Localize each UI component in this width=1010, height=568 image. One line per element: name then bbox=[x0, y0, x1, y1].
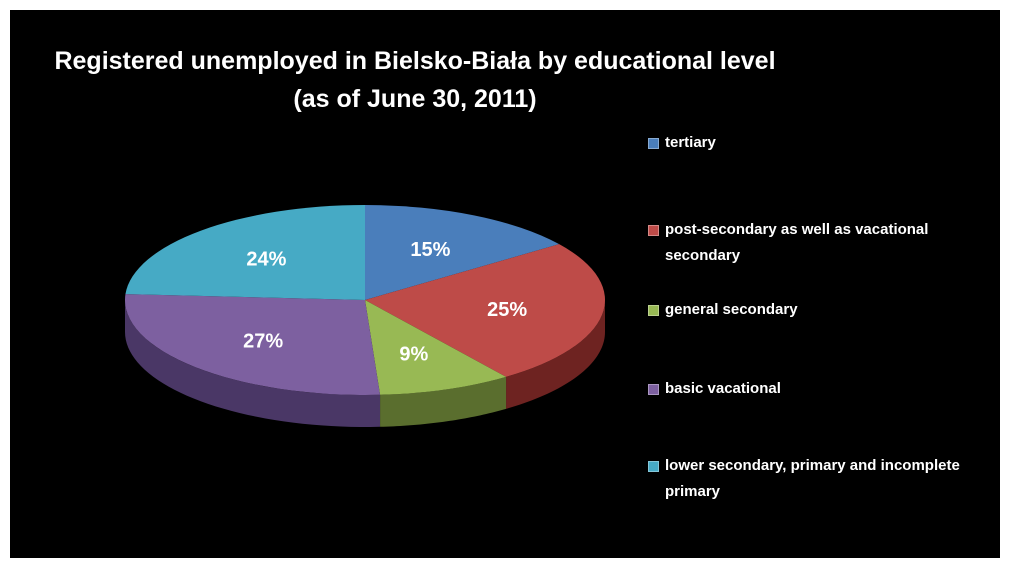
chart-title-line-2: (as of June 30, 2011) bbox=[293, 85, 537, 113]
pie-slice-lower-secondary bbox=[125, 205, 365, 300]
pie-slice-basic-vacational bbox=[124, 294, 381, 395]
legend-label-general-secondary: general secondary bbox=[665, 301, 798, 318]
legend-swatch-tertiary bbox=[648, 138, 659, 149]
data-label-general-secondary: 9% bbox=[399, 344, 428, 366]
legend-item-basic-vacational: basic vacational bbox=[648, 376, 988, 402]
legend-swatch-general-secondary bbox=[648, 305, 659, 316]
data-label-lower-secondary: 24% bbox=[246, 248, 286, 270]
legend-label-tertiary: tertiary bbox=[665, 134, 716, 151]
data-label-tertiary: 15% bbox=[410, 239, 450, 261]
legend-label-basic-vacational: basic vacational bbox=[665, 380, 781, 397]
pie-slice-general-secondary bbox=[365, 300, 507, 395]
pie-side-basic-vacational bbox=[125, 300, 381, 427]
data-label-post-secondary: 25% bbox=[487, 299, 527, 321]
legend-item-general-secondary: general secondary bbox=[648, 297, 988, 323]
legend-swatch-lower-secondary bbox=[648, 461, 659, 472]
legend-swatch-basic-vacational bbox=[648, 384, 659, 395]
chart-title-line-1: Registered unemployed in Bielsko-Biała b… bbox=[54, 47, 776, 75]
pie-side-post-secondary bbox=[506, 300, 605, 409]
pie-slice-tertiary bbox=[365, 205, 560, 300]
pie-side-general-secondary bbox=[380, 376, 507, 427]
legend-item-lower-secondary: lower secondary, primary and incomplete … bbox=[648, 453, 988, 505]
legend-item-post-secondary: post-secondary as well as vacational sec… bbox=[648, 217, 988, 269]
legend-swatch-post-secondary bbox=[648, 225, 659, 236]
data-label-basic-vacational: 27% bbox=[243, 330, 283, 352]
legend-label-post-secondary: post-secondary as well as vacational sec… bbox=[665, 221, 929, 264]
pie-slice-post-secondary bbox=[365, 244, 606, 377]
legend-item-tertiary: tertiary bbox=[648, 130, 988, 156]
legend-label-lower-secondary: lower secondary, primary and incomplete … bbox=[665, 457, 960, 500]
chart-title: Registered unemployed in Bielsko-Biała b… bbox=[0, 42, 830, 118]
